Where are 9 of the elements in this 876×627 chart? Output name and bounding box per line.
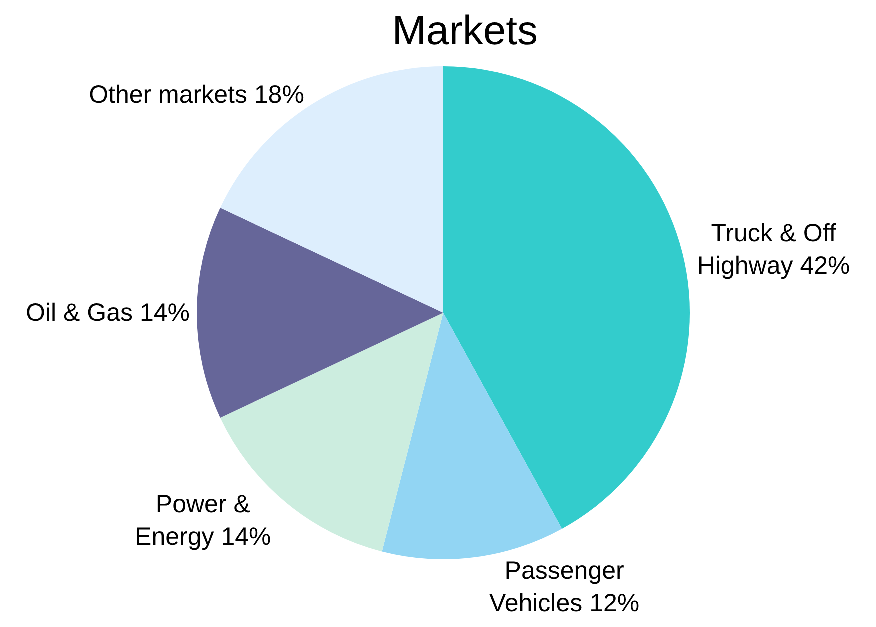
slice-label: Truck & Off Highway 42% xyxy=(697,220,850,280)
slice-label: Oil & Gas 14% xyxy=(26,299,190,327)
pie-slice xyxy=(444,66,690,530)
pie-slice xyxy=(197,208,444,418)
chart-title: Markets xyxy=(392,7,538,54)
slice-label: Power & Energy 14% xyxy=(135,490,272,552)
slice-label: Other markets 18% xyxy=(89,80,304,109)
pie-slice xyxy=(382,313,562,560)
slice-label: Passenger Vehicles 12% xyxy=(490,557,640,618)
